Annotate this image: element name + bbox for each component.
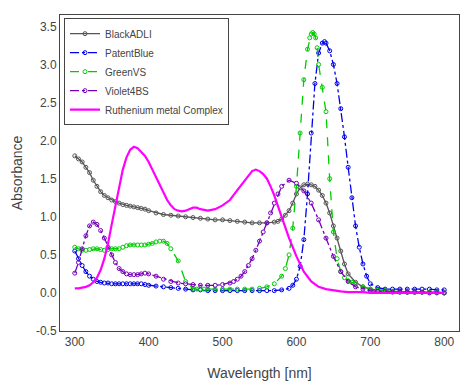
- svg-text:Ruthenium metal Complex: Ruthenium metal Complex: [105, 105, 223, 116]
- svg-text:700: 700: [360, 335, 380, 349]
- svg-text:2.0: 2.0: [40, 134, 57, 148]
- svg-text:-0.5: -0.5: [36, 324, 57, 338]
- svg-text:600: 600: [286, 335, 306, 349]
- svg-text:800: 800: [434, 335, 454, 349]
- svg-text:Violet4BS: Violet4BS: [105, 86, 149, 97]
- svg-text:BlackADLI: BlackADLI: [105, 29, 152, 40]
- svg-text:2.5: 2.5: [40, 96, 57, 110]
- svg-text:Wavelength [nm]: Wavelength [nm]: [207, 365, 312, 381]
- svg-text:300: 300: [65, 335, 85, 349]
- svg-text:400: 400: [139, 335, 159, 349]
- svg-text:1.5: 1.5: [40, 172, 57, 186]
- svg-text:0.5: 0.5: [40, 248, 57, 262]
- svg-text:500: 500: [213, 335, 233, 349]
- svg-text:0.0: 0.0: [40, 286, 57, 300]
- svg-text:GreenVS: GreenVS: [105, 67, 146, 78]
- svg-text:1.0: 1.0: [40, 210, 57, 224]
- svg-text:PatentBlue: PatentBlue: [105, 48, 154, 59]
- svg-text:3.5: 3.5: [40, 20, 57, 34]
- svg-text:3.0: 3.0: [40, 58, 57, 72]
- svg-text:Absorbance: Absorbance: [9, 135, 25, 210]
